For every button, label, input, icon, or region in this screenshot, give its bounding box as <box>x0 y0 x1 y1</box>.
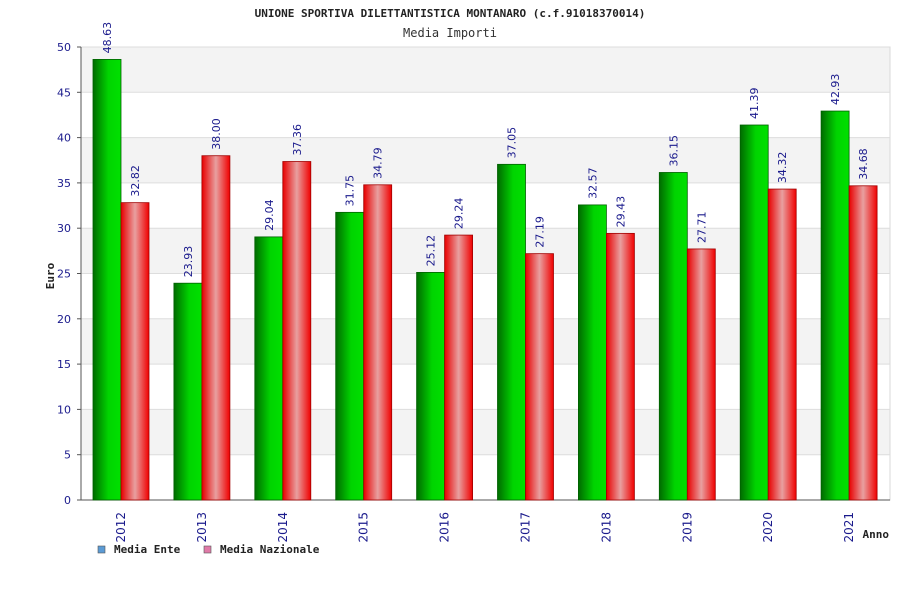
bar-media-ente <box>416 272 446 501</box>
y-axis-label: Euro <box>44 262 57 289</box>
y-tick-label: 25 <box>57 268 71 281</box>
x-tick-label: 2016 <box>438 512 452 543</box>
data-label-media-nazionale: 34.32 <box>776 152 789 184</box>
x-tick-label: 2017 <box>519 512 533 543</box>
bar-media-nazionale <box>444 234 474 501</box>
x-tick-label: 2015 <box>357 512 371 543</box>
x-tick-label: 2012 <box>114 512 128 543</box>
legend-swatch-media-nazionale <box>203 545 212 554</box>
bar-media-ente <box>173 282 203 501</box>
bar-media-nazionale <box>363 184 393 501</box>
data-label-media-ente: 23.93 <box>182 246 195 278</box>
x-tick-label: 2014 <box>276 512 290 543</box>
data-label-media-ente: 37.05 <box>506 127 519 159</box>
data-label-media-nazionale: 34.79 <box>372 147 385 179</box>
data-label-media-nazionale: 37.36 <box>291 124 304 156</box>
data-label-media-ente: 36.15 <box>667 135 680 167</box>
bar-media-ente <box>578 204 607 501</box>
x-tick-label: 2020 <box>761 512 775 543</box>
bar-media-nazionale <box>848 185 878 501</box>
bar-media-nazionale <box>282 161 312 501</box>
bar-media-nazionale <box>120 202 150 501</box>
data-label-media-nazionale: 34.68 <box>857 148 870 180</box>
y-tick-label: 10 <box>57 403 71 416</box>
legend: Media Ente Media Nazionale <box>97 543 320 556</box>
x-tick-label: 2018 <box>599 512 613 543</box>
y-tick-label: 40 <box>57 132 71 145</box>
data-label-media-nazionale: 38.00 <box>210 118 223 150</box>
plot-band <box>81 47 890 93</box>
bar-media-nazionale <box>525 253 554 501</box>
data-label-media-nazionale: 27.71 <box>695 211 708 243</box>
y-tick-label: 35 <box>57 177 71 190</box>
bar-media-nazionale <box>767 188 797 501</box>
data-label-media-ente: 25.12 <box>425 235 438 267</box>
data-label-media-ente: 41.39 <box>748 88 761 120</box>
bar-media-ente <box>658 172 688 501</box>
data-label-media-nazionale: 32.82 <box>129 165 142 197</box>
legend-swatch-media-ente <box>97 545 106 554</box>
y-tick-label: 50 <box>57 41 71 54</box>
y-tick-label: 0 <box>64 494 71 507</box>
x-axis-label: Anno <box>863 528 890 541</box>
data-label-media-nazionale: 29.24 <box>453 198 466 230</box>
legend-label-media-ente: Media Ente <box>114 543 181 556</box>
data-label-media-ente: 31.75 <box>344 175 357 207</box>
data-labels: 48.63 32.82 23.93 38.00 29.04 37.36 31.75 34.79… <box>101 22 870 277</box>
bar-media-ente <box>254 236 284 501</box>
bar-media-nazionale <box>606 232 635 501</box>
bar-media-nazionale <box>686 248 716 501</box>
y-tick-label: 5 <box>64 449 71 462</box>
bar-media-ente <box>820 110 850 501</box>
y-tick-label: 20 <box>57 313 71 326</box>
legend-label-media-nazionale: Media Nazionale <box>220 543 320 556</box>
data-label-media-ente: 48.63 <box>101 22 114 54</box>
data-label-media-ente: 32.57 <box>586 167 599 199</box>
data-label-media-nazionale: 27.19 <box>534 216 547 248</box>
x-tick-label: 2013 <box>195 512 209 543</box>
bar-media-ente <box>739 124 769 501</box>
data-label-media-ente: 42.93 <box>829 74 842 106</box>
x-tick-label: 2019 <box>680 512 694 543</box>
bars <box>92 59 878 501</box>
bar-media-nazionale <box>201 155 231 501</box>
y-tick-label: 45 <box>57 86 71 99</box>
y-tick-label: 15 <box>57 358 71 371</box>
chart-subtitle: Media Importi <box>403 26 497 40</box>
x-tick-label: 2021 <box>842 512 856 543</box>
bar-media-ente <box>335 211 365 501</box>
chart-title: UNIONE SPORTIVA DILETTANTISTICA MONTANAR… <box>255 7 646 20</box>
y-tick-label: 30 <box>57 222 71 235</box>
bar-media-ente <box>497 163 526 501</box>
data-label-media-ente: 29.04 <box>263 199 276 231</box>
plot-band <box>81 92 890 138</box>
bar-media-ente <box>92 59 122 501</box>
data-label-media-nazionale: 29.43 <box>614 196 627 228</box>
